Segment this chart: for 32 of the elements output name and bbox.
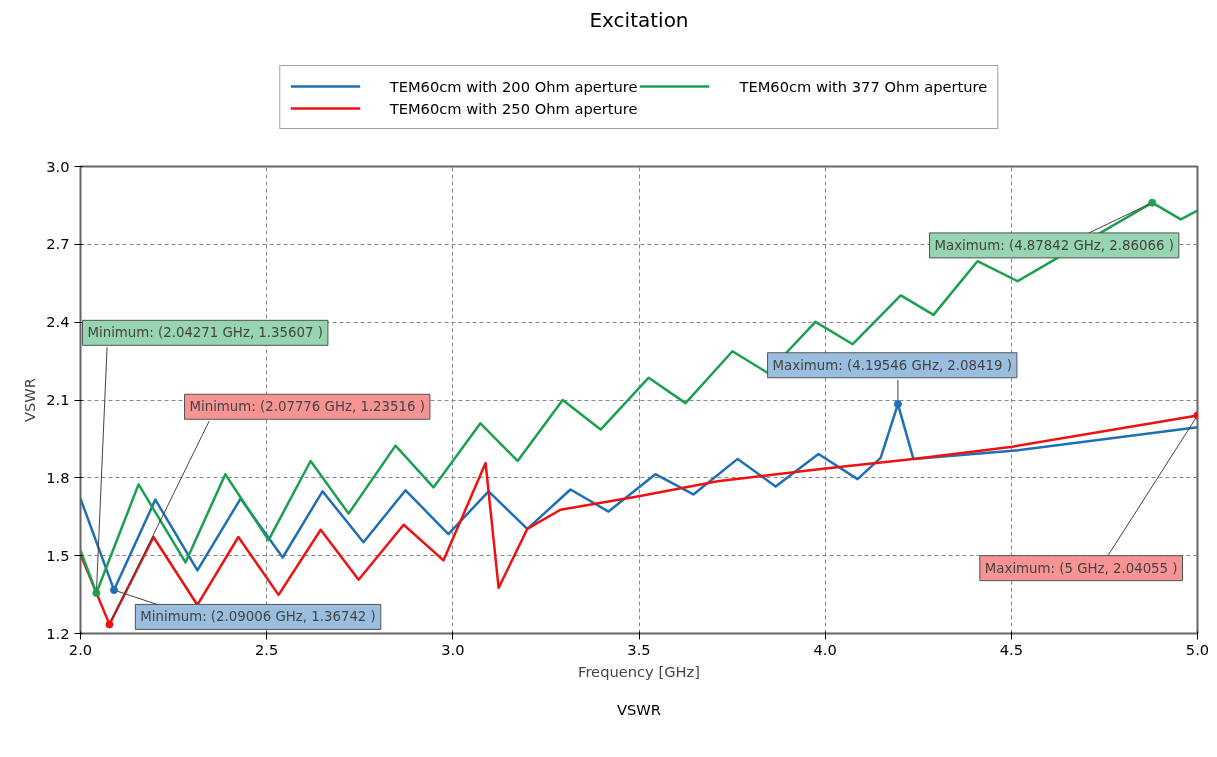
y-tick-label: 2.4 (46, 313, 70, 331)
y-tick-label: 1.8 (46, 468, 70, 486)
y-tick-label: 3.0 (46, 157, 70, 175)
annotation: Minimum: (2.07776 GHz, 1.23516 ) (189, 399, 425, 415)
annotation: Maximum: (4.87842 GHz, 2.86066 ) (934, 237, 1174, 253)
legend-label: TEM60cm with 377 Ohm aperture (739, 77, 988, 95)
x-tick-label: 2.0 (68, 640, 93, 658)
x-tick-label: 4.5 (999, 640, 1023, 658)
point (92, 589, 101, 597)
y-tick-label: 1.2 (46, 624, 70, 642)
x-tick-label: 5.0 (1185, 640, 1210, 658)
annotation: Minimum: (2.04271 GHz, 1.35607 ) (87, 325, 323, 341)
y-tick-label: 1.5 (46, 546, 70, 564)
legend-label: TEM60cm with 250 Ohm aperture (389, 99, 638, 117)
point (1148, 198, 1157, 207)
point (893, 400, 902, 409)
x-tick-label: 4.0 (813, 640, 837, 658)
x-axis-title: Frequency [GHz] (578, 662, 700, 680)
annotation: Maximum: (5 GHz, 2.04055 ) (984, 560, 1178, 576)
y-tick-label: 2.1 (46, 391, 70, 408)
point (105, 620, 114, 629)
legend-label: TEM60cm with 200 Ohm aperture (389, 77, 638, 95)
x-tick-label: 2.5 (255, 640, 279, 658)
text: VSWR (617, 700, 662, 718)
annotation: Minimum: (2.09006 GHz, 1.36742 ) (140, 609, 376, 625)
annotation: Maximum: (4.19546 GHz, 2.08419 ) (772, 357, 1012, 373)
y-axis-title: VSWR (21, 377, 39, 422)
y-tick-label: 2.7 (46, 235, 70, 253)
x-tick-label: 3.5 (627, 640, 651, 658)
point (110, 586, 119, 595)
chart-title: Excitation (589, 7, 689, 32)
x-tick-label: 3.0 (441, 640, 465, 658)
